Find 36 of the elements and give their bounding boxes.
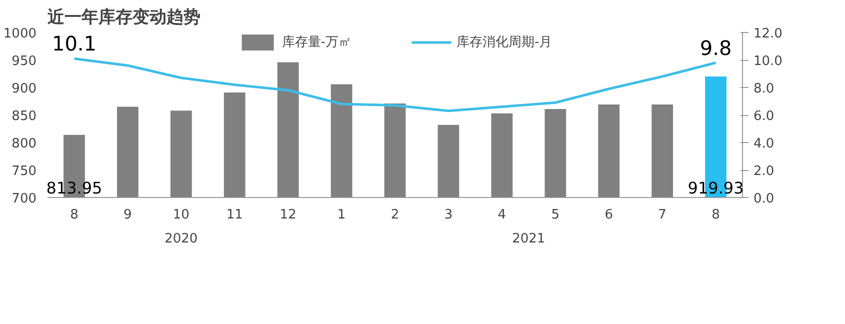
y-tick-label: 850 (12, 109, 37, 124)
text: 2020 (164, 232, 198, 246)
x-tick-label: 10 (172, 208, 190, 222)
y-tick-label: 800 (12, 136, 37, 152)
x-tick-label: 5 (551, 208, 560, 222)
y2-tick-label: 2.0 (754, 164, 774, 179)
y2-tick-label: 6.0 (754, 109, 774, 124)
data-label: 10.1 (52, 32, 96, 56)
y2-tick-label: 8.0 (754, 82, 774, 96)
data-label: 9.8 (700, 36, 732, 60)
x-tick-label: 6 (604, 208, 613, 222)
x-tick-label: 12 (280, 208, 296, 222)
x-tick-label: 8 (712, 208, 720, 222)
legend-label: 库存量-万㎡ (282, 34, 352, 51)
line-series (72, 57, 718, 112)
y-tick-label: 750 (12, 164, 37, 179)
y2-tick-label: 4.0 (754, 136, 774, 152)
x-tick-label: 2 (390, 208, 400, 222)
x-tick-label: 3 (444, 208, 453, 222)
x-tick-label: 9 (124, 208, 132, 222)
y-tick-label: 900 (12, 82, 37, 96)
x-tick-label: 1 (337, 208, 346, 222)
y-tick-label: 700 (12, 192, 37, 206)
y2-tick-label: 0.0 (754, 192, 774, 206)
data-label: 813.95 (46, 178, 102, 198)
legend-label: 库存消化周期-月 (456, 34, 552, 51)
chart-title: 近一年库存变动趋势 (46, 8, 200, 28)
y-tick-label: 1000 (3, 26, 37, 42)
y2-tick-label: 10.0 (754, 54, 782, 69)
x-tick-label: 7 (658, 208, 666, 222)
x-tick-label: 4 (498, 208, 506, 222)
x-tick-label: 11 (226, 208, 243, 222)
x-tick-label: 8 (70, 208, 78, 222)
y-tick-label: 950 (12, 54, 37, 69)
y2-tick-label: 12.0 (754, 26, 782, 42)
text: 2021 (512, 232, 546, 246)
